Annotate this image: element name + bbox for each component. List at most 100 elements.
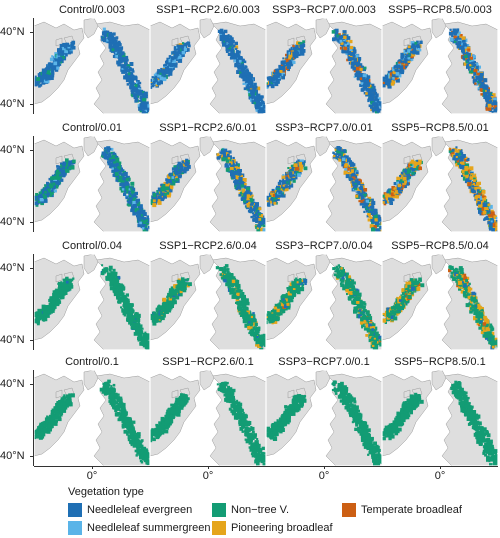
vegetation-cell	[368, 104, 372, 108]
vegetation-cell	[454, 38, 458, 41]
vegetation-cell	[414, 45, 418, 48]
vegetation-cell	[240, 181, 245, 186]
vegetation-cell	[107, 153, 112, 158]
vegetation-cell	[395, 78, 400, 83]
vegetation-cell	[407, 56, 411, 60]
vegetation-cell	[474, 196, 478, 200]
vegetation-cell	[396, 181, 400, 185]
vegetation-cell	[495, 226, 498, 231]
vegetation-cell	[289, 53, 293, 58]
vegetation-cell	[383, 202, 387, 206]
vegetation-cell	[228, 48, 232, 52]
vegetation-cell	[465, 175, 469, 179]
vegetation-cell	[115, 41, 118, 44]
vegetation-cell	[369, 203, 372, 206]
panel-frame	[266, 136, 382, 232]
vegetation-cell	[488, 226, 493, 231]
vegetation-cell	[157, 69, 161, 73]
vegetation-cell	[51, 55, 54, 58]
map-svg	[382, 136, 498, 232]
vegetation-cell	[488, 208, 491, 211]
vegetation-cell	[130, 209, 133, 213]
vegetation-cell	[475, 81, 480, 86]
vegetation-cell	[178, 55, 183, 59]
vegetation-cell	[235, 161, 238, 164]
vegetation-cell	[347, 57, 352, 61]
vegetation-cell	[105, 33, 110, 37]
vegetation-cell	[138, 218, 142, 222]
vegetation-cell	[397, 73, 402, 78]
vegetation-cell	[136, 81, 139, 84]
vegetation-cell	[372, 88, 377, 93]
vegetation-cell	[481, 195, 485, 198]
vegetation-cell	[355, 194, 359, 198]
vegetation-cell	[242, 178, 247, 182]
vegetation-cell	[411, 164, 414, 168]
vegetation-cell	[178, 48, 181, 52]
vegetation-cell	[394, 68, 398, 72]
vegetation-cell	[169, 63, 174, 68]
vegetation-cell	[464, 157, 469, 162]
vegetation-cell	[225, 163, 228, 166]
vegetation-cell	[359, 188, 364, 193]
vegetation-cell	[365, 92, 368, 95]
vegetation-cell	[236, 50, 239, 53]
vegetation-cell	[128, 201, 132, 205]
vegetation-cell	[363, 66, 367, 70]
vegetation-cell	[116, 52, 120, 55]
vegetation-cell	[451, 34, 454, 38]
vegetation-cell	[402, 184, 405, 188]
vegetation-cell	[359, 77, 363, 81]
vegetation-cell	[379, 227, 382, 230]
vegetation-cell	[300, 161, 304, 165]
vegetation-cell	[125, 73, 127, 76]
vegetation-cell	[281, 76, 285, 80]
vegetation-cell	[464, 156, 468, 160]
vegetation-cell	[257, 96, 262, 101]
vegetation-cell	[272, 200, 275, 204]
vegetation-cell	[255, 107, 260, 112]
vegetation-cell	[410, 41, 415, 45]
vegetation-cell	[65, 161, 70, 165]
vegetation-cell	[52, 182, 56, 186]
vegetation-cell	[279, 184, 282, 187]
vegetation-cell	[246, 196, 251, 201]
vegetation-cell	[396, 176, 400, 180]
vegetation-cell	[129, 194, 134, 199]
vegetation-cell	[48, 177, 52, 181]
vegetation-cell	[176, 56, 179, 60]
vegetation-cell	[466, 180, 470, 184]
vegetation-cell	[62, 56, 65, 59]
vegetation-cell	[248, 75, 253, 80]
vegetation-cell	[299, 159, 304, 164]
vegetation-cell	[126, 199, 129, 203]
vegetation-cell	[44, 185, 49, 189]
vegetation-cell	[223, 29, 228, 34]
vegetation-cell	[286, 51, 290, 54]
vegetation-cell	[142, 220, 147, 224]
vegetation-map-panel	[382, 18, 498, 114]
vegetation-cell	[469, 64, 472, 67]
vegetation-cell	[226, 44, 230, 49]
vegetation-cell	[230, 52, 235, 57]
vegetation-cell	[246, 205, 250, 208]
vegetation-cell	[50, 67, 55, 72]
vegetation-cell	[357, 191, 361, 194]
vegetation-cell	[400, 179, 404, 183]
vegetation-cell	[487, 101, 490, 104]
vegetation-cell	[127, 72, 131, 76]
vegetation-cell	[159, 72, 162, 75]
vegetation-cell	[477, 65, 481, 69]
vegetation-cell	[400, 171, 404, 175]
vegetation-cell	[470, 188, 475, 193]
vegetation-cell	[115, 55, 118, 58]
vegetation-cell	[66, 49, 71, 54]
vegetation-cell	[496, 230, 498, 232]
vegetation-cell	[235, 171, 239, 175]
vegetation-cell	[346, 45, 350, 48]
vegetation-cell	[135, 94, 140, 98]
vegetation-cell	[126, 203, 129, 206]
vegetation-cell	[392, 77, 395, 80]
vegetation-cell	[410, 55, 414, 59]
vegetation-cell	[174, 167, 178, 172]
